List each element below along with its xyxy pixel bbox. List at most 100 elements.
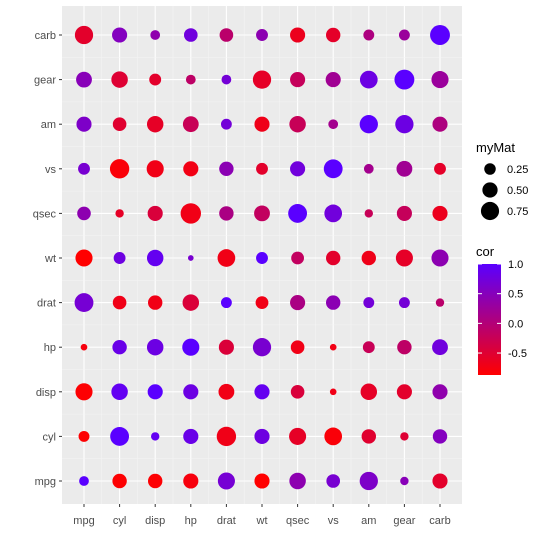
point-wt-qsec [254,205,270,222]
point-cyl-vs [109,159,130,179]
point-carb-vs [434,162,446,175]
point-drat-carb [219,28,234,42]
point-drat-disp [218,383,235,400]
point-qsec-carb [290,27,306,43]
point-gear-mpg [400,476,409,486]
point-hp-carb [183,28,198,42]
size-legend-key [480,201,500,221]
point-vs-cyl [324,427,343,446]
point-wt-disp [254,384,270,400]
point-vs-mpg [326,474,341,488]
point-gear-am [395,115,414,134]
x-tick-label-hp: hp [185,515,197,527]
point-mpg-drat [74,293,94,313]
color-legend-title: cor [476,244,495,259]
point-disp-drat [148,295,163,310]
point-drat-wt [217,249,236,267]
point-mpg-am [76,116,92,132]
point-gear-qsec [396,205,412,221]
y-tick-label-vs: vs [45,164,57,176]
point-hp-vs [183,161,199,177]
point-am-am [359,115,378,134]
color-legend-label: -0.5 [508,348,527,360]
color-legend-label: 1.0 [508,259,523,271]
point-am-mpg [359,471,378,491]
x-tick-label-vs: vs [328,515,340,527]
point-am-cyl [361,429,376,444]
point-hp-drat [182,294,200,311]
color-legend-label: 0.5 [508,289,523,301]
point-qsec-vs [290,161,306,177]
point-am-wt [361,250,376,266]
point-vs-qsec [324,204,343,223]
point-carb-qsec [432,205,448,221]
y-tick-label-carb: carb [35,30,56,42]
point-am-gear [359,70,378,89]
point-qsec-qsec [288,203,308,223]
point-disp-cyl [151,432,160,441]
point-wt-drat [255,296,269,309]
point-vs-disp [329,388,337,396]
point-qsec-drat [290,295,306,311]
point-am-vs [363,163,374,174]
point-wt-gear [252,70,272,89]
y-tick-label-hp: hp [44,342,56,354]
point-hp-hp [182,338,200,356]
point-disp-qsec [147,205,163,221]
point-cyl-drat [112,295,127,310]
point-mpg-cyl [78,430,90,442]
point-cyl-carb [112,27,128,43]
point-vs-wt [326,250,341,266]
y-tick-label-drat: drat [37,298,56,310]
x-tick-label-qsec: qsec [286,515,310,527]
point-wt-wt [256,252,268,264]
point-mpg-gear [76,71,92,88]
y-axis-ticks: mpg cyl disp hp drat wt qsec vs am gear carb [33,30,62,488]
point-am-drat [363,297,375,309]
point-qsec-hp [290,340,305,355]
point-carb-hp [432,339,448,356]
point-wt-vs [256,162,268,175]
point-drat-hp [218,339,234,355]
color-legend-bar [478,264,501,375]
point-carb-drat [435,298,445,307]
point-mpg-qsec [77,206,91,221]
point-vs-drat [326,295,341,310]
point-mpg-hp [80,343,88,351]
point-hp-wt [187,255,194,261]
y-tick-label-mpg: mpg [35,476,56,488]
x-tick-label-wt: wt [256,515,268,527]
point-wt-carb [256,29,268,41]
size-legend-key [484,163,496,175]
size-legend: myMat 0.25 0.50 0.75 [476,140,528,221]
point-drat-gear [221,74,232,85]
x-tick-label-carb: carb [429,515,450,527]
point-cyl-gear [111,71,128,88]
point-mpg-disp [75,383,93,401]
point-cyl-am [112,117,127,132]
point-gear-carb [398,29,410,41]
point-qsec-am [289,115,306,133]
point-drat-qsec [219,206,234,221]
point-gear-hp [397,340,412,355]
point-qsec-gear [290,72,306,88]
point-hp-qsec [180,203,201,224]
point-disp-am [146,115,164,133]
point-drat-mpg [217,472,235,490]
point-disp-vs [146,160,164,178]
point-gear-drat [398,297,410,309]
point-disp-carb [150,30,161,40]
point-carb-carb [430,25,450,45]
y-tick-label-disp: disp [36,387,56,399]
point-cyl-disp [111,383,128,401]
point-carb-disp [432,384,448,400]
point-cyl-cyl [110,426,130,446]
size-legend-key [482,182,498,198]
point-qsec-disp [290,384,305,399]
x-tick-label-disp: disp [145,515,165,527]
point-wt-mpg [254,473,270,489]
point-wt-hp [252,338,272,357]
point-wt-cyl [254,428,270,444]
point-qsec-wt [291,251,304,265]
